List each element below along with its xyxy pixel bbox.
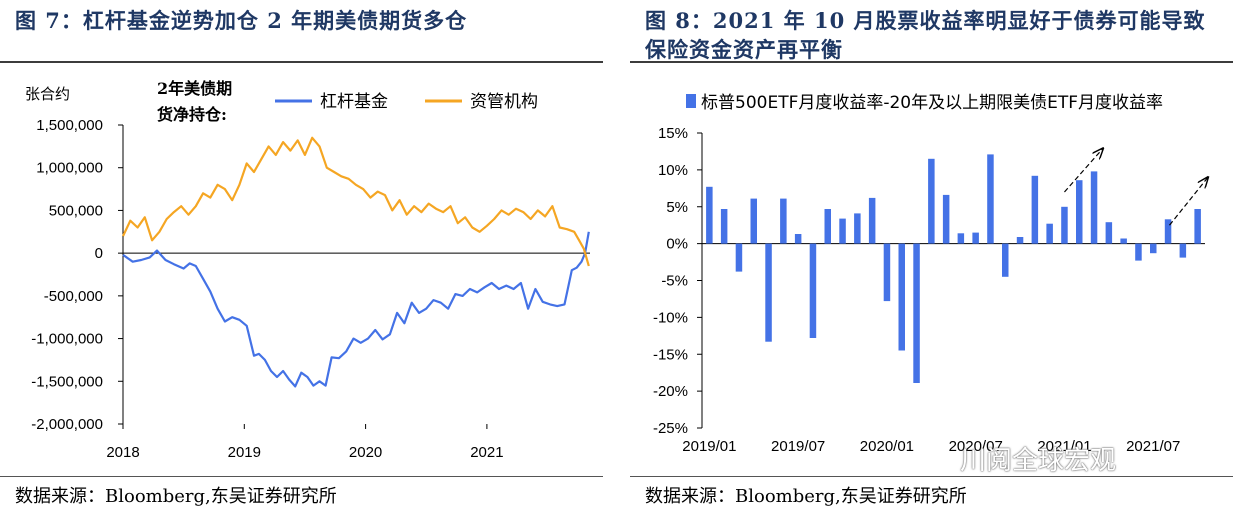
y-tick-label: -15% — [653, 346, 688, 363]
bar-2019/10 — [839, 218, 846, 244]
figure-8-title-line2: 保险资金资产再平衡 — [645, 37, 843, 62]
legend-label-asset-managers: 资管机构 — [470, 92, 538, 112]
bar-2021/07 — [1150, 243, 1157, 254]
y-tick-label: 10% — [658, 162, 688, 179]
bar-2021/05 — [1120, 238, 1127, 244]
y-tick-label: -25% — [653, 420, 688, 437]
bar-2021/03 — [1090, 171, 1098, 244]
figure-8-panel: 图 8：2021 年 10 月股票收益率明显好于债券可能导致 保险资金资产再平衡… — [630, 0, 1245, 513]
x-tick-label: 2021 — [470, 444, 503, 461]
series-line-leveraged — [122, 231, 590, 388]
figure-8-title-line1: 图 8：2021 年 10 月股票收益率明显好于债券可能导致 — [645, 8, 1206, 33]
trend-arrow-2 — [1169, 177, 1207, 226]
legend-label: 标普500ETF月度收益率-20年及以上期限美债ETF月度收益率 — [701, 93, 1163, 113]
bar-2020/01 — [883, 243, 891, 302]
figure-7-chart: -2,000,000 -1,500,000 -1,000,000 -500,000 0 5… — [25, 79, 590, 461]
figure-8-title: 图 8：2021 年 10 月股票收益率明显好于债券可能导致 保险资金资产再平衡 — [645, 6, 1206, 64]
bar-2019/05 — [765, 243, 772, 342]
bar-2019/08 — [809, 243, 817, 338]
bar-2019/09 — [824, 209, 831, 244]
x-tick-label: 2018 — [106, 444, 139, 461]
y-tick-label: -10% — [653, 309, 688, 326]
bar-2020/09 — [1002, 243, 1009, 277]
bar-2021/04 — [1105, 222, 1113, 244]
x-tick-label: 2019/07 — [771, 438, 825, 455]
bar-2020/04 — [928, 158, 935, 244]
x-tick-label: 2020/01 — [860, 438, 914, 455]
y-tick-label: 15% — [658, 125, 688, 142]
legend-swatch — [686, 94, 696, 108]
top-rule — [0, 61, 603, 63]
y-tick-label: -5% — [661, 273, 688, 290]
legend-label-leveraged: 杠杆基金 — [320, 92, 388, 112]
series-line-asset-managers — [122, 136, 590, 267]
x-tick-label: 2021/07 — [1126, 438, 1180, 455]
bar-2020/12 — [1046, 223, 1053, 244]
bar-2021/08 — [1164, 219, 1172, 244]
bar-2020/05 — [942, 194, 950, 244]
figure-7-title: 图 7：杠杆基金逆势加仓 2 年期美债期货多仓 — [15, 8, 468, 33]
y-tick-label: -20% — [653, 383, 688, 400]
y-tick-label: 1,000,000 — [36, 160, 103, 177]
bar-2021/09 — [1179, 243, 1187, 258]
bar-2019/06 — [780, 198, 787, 244]
y-tick-label: 0% — [666, 236, 688, 253]
x-tick-label: 2019/01 — [682, 438, 736, 455]
bar-2020/06 — [957, 233, 965, 244]
bar-2019/04 — [750, 198, 757, 244]
bar-2020/11 — [1031, 175, 1039, 244]
bar-2019/12 — [868, 197, 876, 244]
bar-2021/06 — [1135, 243, 1142, 261]
bar-2021/01 — [1061, 206, 1068, 244]
top-rule — [630, 61, 1233, 63]
trend-arrow-1 — [1064, 148, 1102, 193]
figure-8-chart: -25% -20% -15% -10% -5% 0% 5% 10% 15% 2019/01 2019… — [653, 93, 1245, 455]
x-tick-label: 2020 — [349, 444, 382, 461]
annotation-line1: 2年美债期 — [157, 79, 232, 98]
bottom-rule — [630, 476, 1233, 477]
bar-2020/03 — [913, 243, 920, 383]
watermark: 川阅全球宏观 — [960, 446, 1117, 476]
x-tick-label: 2021/01 — [1037, 438, 1091, 455]
bottom-rule — [0, 476, 603, 477]
bar-2020/08 — [987, 154, 994, 244]
y-tick-label: -1,000,000 — [31, 331, 103, 348]
figure-8-source: 数据来源：Bloomberg,东吴证券研究所 — [645, 486, 967, 507]
y-tick-label: 5% — [666, 199, 688, 216]
y-tick-label: 500,000 — [49, 202, 103, 219]
x-tick-label: 2020/07 — [949, 438, 1003, 455]
y-tick-label: -2,000,000 — [31, 416, 103, 433]
bar-2019/01 — [706, 186, 713, 244]
figure-7-source: 数据来源：Bloomberg,东吴证券研究所 — [15, 486, 337, 507]
annotation-line2: 货净持仓: — [157, 105, 227, 124]
y-tick-label: -500,000 — [44, 288, 103, 305]
bar-2021/10 — [1194, 209, 1201, 244]
bar-2019/02 — [720, 209, 728, 244]
bar-2019/11 — [854, 213, 861, 244]
bar-2019/03 — [735, 243, 743, 272]
figure-7-panel: 图 7：杠杆基金逆势加仓 2 年期美债期货多仓 -2,000,000 -1,500… — [0, 0, 615, 513]
y-tick-label: -1,500,000 — [31, 373, 103, 390]
bar-2020/02 — [898, 243, 905, 351]
bar-2019/07 — [794, 234, 802, 244]
y-tick-label: 1,500,000 — [36, 117, 103, 134]
bar-2021/02 — [1076, 180, 1083, 244]
bar-2020/10 — [1016, 237, 1024, 244]
y-tick-label: 0 — [95, 245, 103, 262]
x-tick-label: 2019 — [228, 444, 261, 461]
bar-2020/07 — [972, 232, 979, 244]
y-axis-unit-label: 张合约 — [25, 85, 70, 103]
